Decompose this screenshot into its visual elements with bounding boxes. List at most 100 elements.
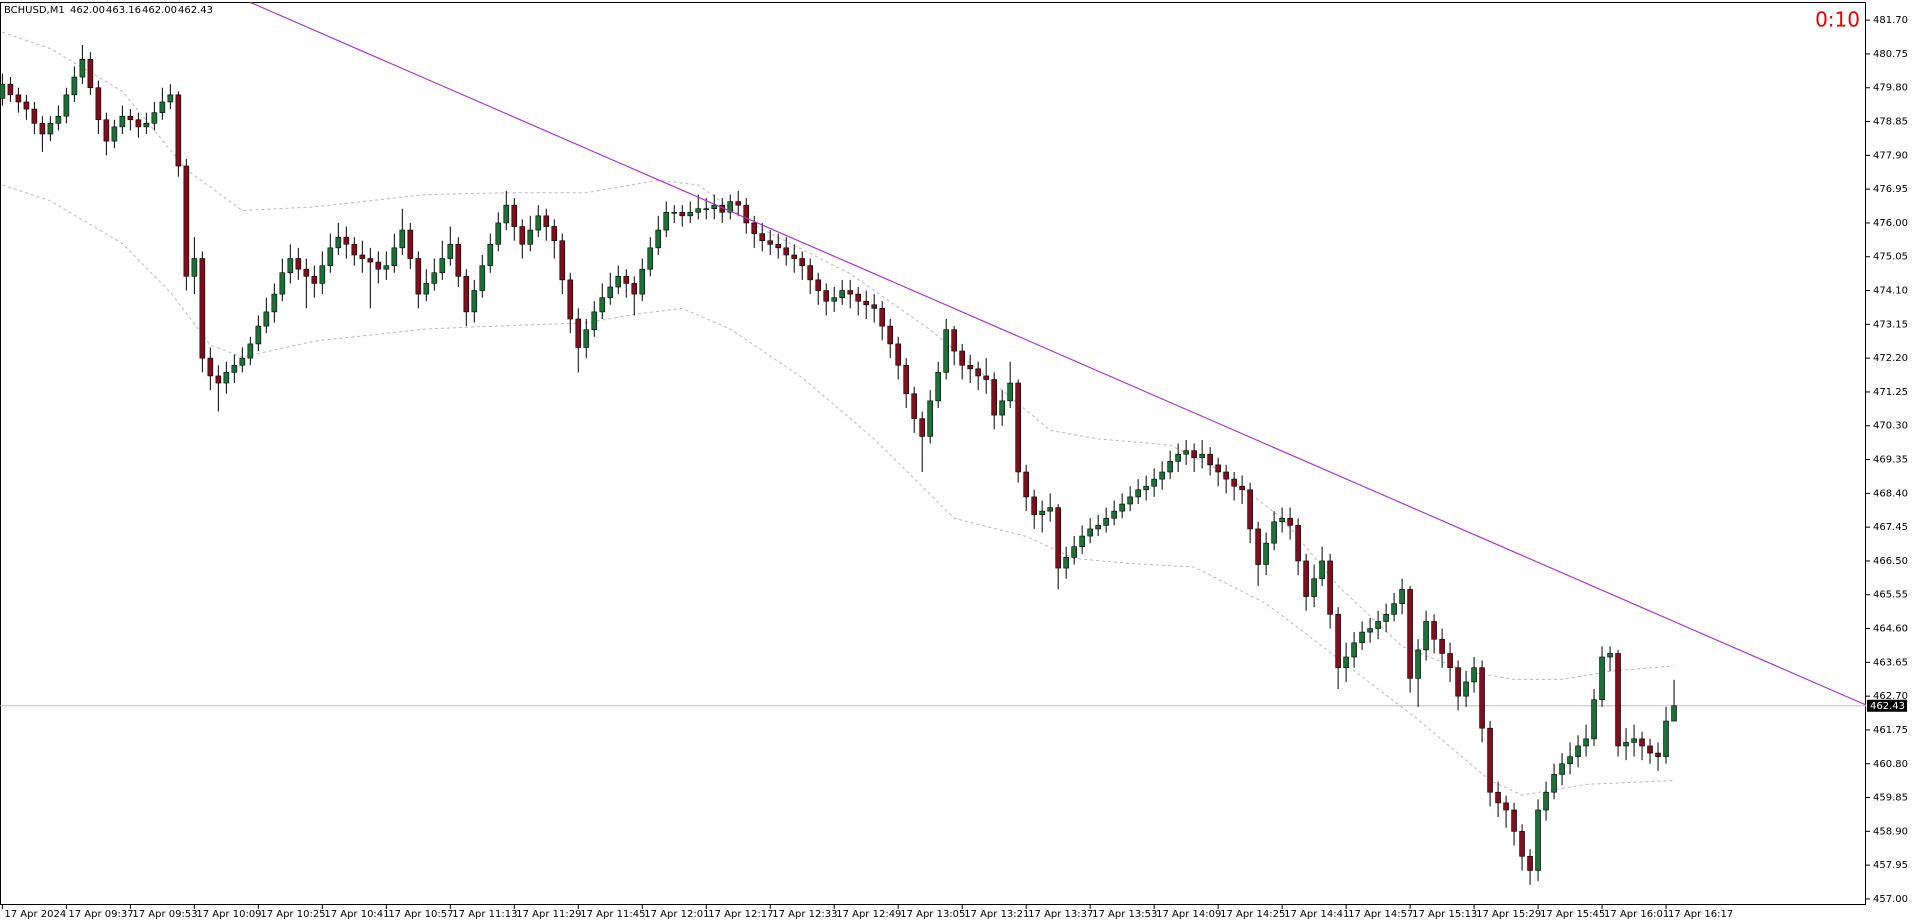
candle-body	[711, 204, 718, 210]
candle-body	[47, 123, 54, 135]
candle-body	[1063, 557, 1069, 569]
candle-body	[183, 165, 190, 277]
candle-body	[1159, 471, 1165, 480]
candle-body	[511, 204, 518, 227]
candle-body	[1423, 621, 1429, 651]
candle-body	[543, 215, 550, 227]
candle-body	[1255, 528, 1261, 565]
candle-body	[799, 258, 806, 266]
candle-body	[911, 393, 918, 419]
candle-body	[263, 311, 270, 327]
candle-body	[591, 311, 598, 330]
candle-body	[207, 357, 214, 377]
timer: 0:10	[1815, 8, 1860, 32]
candle-body	[679, 211, 686, 217]
candle-body	[1391, 603, 1397, 615]
candle-body	[1671, 705, 1677, 722]
candle-body	[855, 293, 862, 302]
candle-body	[1663, 720, 1669, 757]
candle-body	[1447, 653, 1453, 668]
candle-body	[831, 297, 838, 302]
candle-body	[647, 247, 654, 270]
candle-body	[1407, 589, 1413, 679]
candle-body	[903, 364, 910, 395]
candle-body	[1247, 489, 1253, 530]
candle-body	[1487, 727, 1493, 793]
candle-body	[1631, 738, 1637, 743]
candle-body	[863, 300, 870, 306]
candle-body	[1511, 809, 1517, 832]
candle-body	[583, 329, 590, 348]
candle-body	[223, 372, 230, 384]
x-tick-label: 17 Apr 10:09	[196, 909, 261, 920]
candle-body	[383, 265, 390, 270]
candle-body	[127, 115, 134, 121]
candle-body	[1559, 763, 1565, 775]
x-tick-label: 17 Apr 13:21	[964, 909, 1029, 920]
x-tick-label: 17 Apr 11:13	[452, 909, 517, 920]
y-tick-label: 472.20	[1873, 353, 1908, 364]
candle-body	[1399, 589, 1405, 604]
y-tick-label: 476.00	[1873, 218, 1908, 229]
candle-body	[215, 375, 222, 384]
candle-body	[175, 94, 182, 167]
x-tick-label: 17 Apr 10:25	[260, 909, 325, 920]
candle-body	[239, 357, 246, 366]
candle-body	[887, 325, 894, 345]
candle-body	[119, 115, 126, 128]
candle-body	[1087, 528, 1093, 537]
candle-body	[1575, 745, 1581, 757]
candle-body	[1215, 464, 1221, 473]
candle-body	[103, 119, 110, 142]
candle-body	[1623, 742, 1629, 747]
x-tick-label: 17 Apr 15:29	[1476, 909, 1541, 920]
candle-body	[1319, 560, 1325, 580]
candle-body	[623, 276, 630, 284]
candle-body	[1055, 507, 1061, 569]
candle-body	[1095, 525, 1101, 530]
candle-body	[879, 308, 886, 327]
x-tick-label: 17 Apr 16:01	[1604, 909, 1669, 920]
candle-body	[495, 222, 502, 245]
candle-body	[1527, 855, 1533, 871]
axes: 481.70 480.75 479.80 478.85 477.90 476.95 476.…	[1, 15, 1908, 920]
candle-body	[471, 290, 478, 313]
y-tick-label: 461.75	[1873, 725, 1908, 736]
candle-body	[959, 350, 965, 366]
candle-body	[159, 101, 166, 113]
candle-body	[1519, 831, 1525, 857]
y-tick-label: 457.95	[1873, 860, 1908, 871]
candle-body	[1135, 489, 1141, 498]
x-tick-label: 17 Apr 14:09	[1156, 909, 1221, 920]
candle-body	[423, 283, 430, 295]
candle-body	[1167, 461, 1173, 473]
candle-body	[1103, 517, 1109, 526]
candle-body	[279, 272, 286, 295]
candle-body	[1463, 681, 1469, 697]
candle-body	[167, 94, 174, 103]
candle-body	[199, 258, 206, 359]
candle-body	[967, 364, 973, 370]
candle-body	[1271, 521, 1277, 544]
candle-body	[1111, 510, 1117, 519]
y-tick-label: 462.70	[1873, 691, 1908, 702]
candle-body	[407, 229, 414, 259]
candle-body	[551, 226, 558, 242]
candle-body	[1615, 653, 1621, 747]
candle-body	[1431, 621, 1437, 640]
candle-body	[943, 329, 949, 373]
ohlc-high: 463.16	[106, 5, 141, 16]
candle-body	[367, 258, 374, 263]
candle-body	[791, 254, 798, 259]
candle-body	[983, 375, 989, 380]
x-tick-label: 17 Apr 13:05	[900, 909, 965, 920]
y-tick-label: 478.85	[1873, 117, 1908, 128]
x-tick-label: 17 Apr 14:57	[1348, 909, 1413, 920]
y-tick-label: 467.45	[1873, 522, 1908, 533]
trendline	[250, 2, 1866, 706]
candle-body	[255, 325, 262, 345]
candle-body	[79, 58, 86, 78]
candle-body	[503, 204, 510, 224]
candle-body	[783, 247, 790, 256]
candle-body	[663, 211, 670, 231]
